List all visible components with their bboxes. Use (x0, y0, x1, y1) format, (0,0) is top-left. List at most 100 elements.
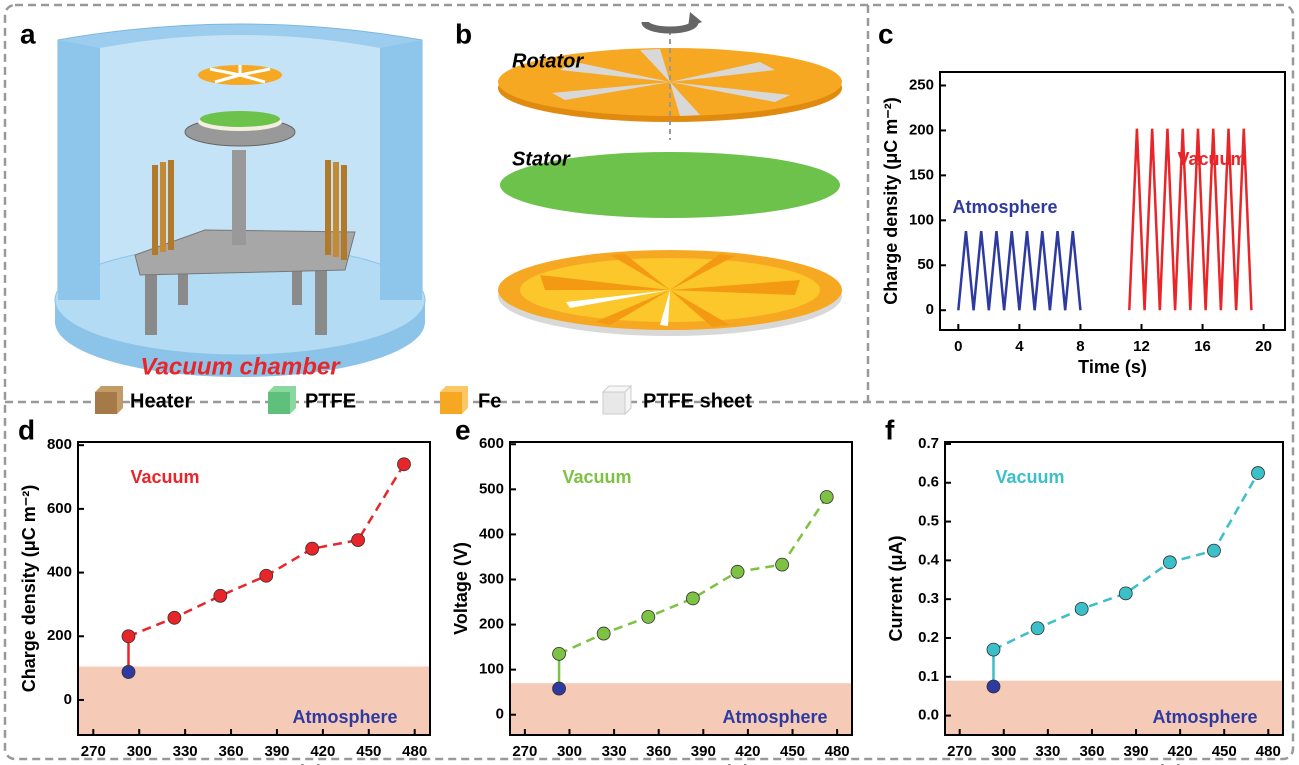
panel-label: e (455, 414, 471, 445)
x-tick-label: 16 (1194, 338, 1211, 355)
data-point (214, 589, 227, 602)
y-tick-label: 50 (917, 256, 934, 273)
y-tick-label: 400 (47, 564, 72, 581)
y-tick-label: 100 (479, 661, 504, 678)
x-axis-title: Time (s) (1078, 357, 1147, 377)
panel-label: c (878, 18, 894, 49)
x-tick-label: 450 (1212, 743, 1237, 760)
series-line (129, 464, 404, 636)
y-tick-label: 250 (909, 76, 934, 93)
series-label: Atmosphere (292, 707, 397, 727)
caption: Vacuum chamber (140, 353, 341, 380)
data-point (1163, 556, 1176, 569)
legend-label: Fe (478, 390, 501, 412)
x-tick-label: 450 (780, 743, 805, 760)
x-tick-label: 360 (646, 743, 671, 760)
y-tick-label: 200 (47, 627, 72, 644)
data-point (731, 565, 744, 578)
data-point (642, 610, 655, 623)
y-tick-label: 150 (909, 166, 934, 183)
data-point (597, 627, 610, 640)
y-tick-label: 800 (47, 436, 72, 453)
data-point (168, 611, 181, 624)
series-label: Atmosphere (722, 707, 827, 727)
x-tick-label: 480 (1256, 743, 1281, 760)
data-point (397, 458, 410, 471)
y-tick-label: 200 (909, 121, 934, 138)
legend-label: PTFE (305, 390, 356, 412)
y-tick-label: 300 (479, 570, 504, 587)
panel-label: b (455, 18, 472, 49)
panel-label: f (885, 414, 895, 445)
y-tick-label: 400 (479, 525, 504, 542)
data-point (352, 534, 365, 547)
figure: a Vacuum chamber Heater PTFE Fe PTFE she… (0, 0, 1299, 765)
part-label: Rotator (512, 50, 584, 72)
x-tick-label: 270 (512, 743, 537, 760)
x-tick-label: 300 (991, 743, 1016, 760)
x-tick-label: 270 (947, 743, 972, 760)
data-point (553, 682, 566, 695)
legend-label: Heater (130, 390, 192, 412)
y-tick-label: 0.4 (918, 551, 940, 568)
y-tick-label: 600 (47, 500, 72, 517)
x-tick-label: 450 (356, 743, 381, 760)
data-point (776, 558, 789, 571)
data-point (686, 592, 699, 605)
data-point (122, 665, 135, 678)
series-line (958, 231, 1080, 310)
x-tick-label: 12 (1133, 338, 1150, 355)
x-tick-label: 390 (1124, 743, 1149, 760)
y-tick-label: 0 (64, 691, 72, 708)
data-point (820, 490, 833, 503)
data-point (1075, 602, 1088, 615)
x-tick-label: 0 (954, 338, 962, 355)
x-tick-label: 360 (219, 743, 244, 760)
x-tick-label: 480 (825, 743, 850, 760)
x-tick-label: 330 (173, 743, 198, 760)
x-tick-label: 480 (402, 743, 427, 760)
legend-label: PTFE sheet (643, 390, 752, 412)
y-axis-title: Charge density (μC m⁻²) (19, 485, 39, 693)
x-tick-label: 8 (1076, 338, 1084, 355)
x-tick-label: 420 (310, 743, 335, 760)
x-tick-label: 300 (127, 743, 152, 760)
data-point (260, 569, 273, 582)
data-point (987, 680, 1000, 693)
series-label: Vacuum (995, 467, 1064, 487)
y-tick-label: 0 (926, 301, 934, 318)
y-tick-label: 0 (496, 706, 504, 723)
x-tick-label: 270 (81, 743, 106, 760)
x-tick-label: 4 (1015, 338, 1024, 355)
chamber-diagram (55, 24, 425, 377)
x-tick-label: 330 (1035, 743, 1060, 760)
data-point (122, 630, 135, 643)
x-tick-label: 390 (264, 743, 289, 760)
x-tick-label: 300 (557, 743, 582, 760)
y-tick-label: 0.2 (918, 629, 939, 646)
series-label: Atmosphere (1152, 707, 1257, 727)
series-label: Vacuum (562, 467, 631, 487)
y-axis-title: Charge density (μC m⁻²) (881, 97, 901, 305)
x-tick-label: 420 (735, 743, 760, 760)
x-tick-label: 360 (1079, 743, 1104, 760)
y-tick-label: 200 (479, 616, 504, 633)
series-label: Atmosphere (952, 197, 1057, 217)
series-label: Vacuum (1177, 149, 1246, 169)
data-point (1119, 587, 1132, 600)
series-label: Vacuum (130, 467, 199, 487)
y-tick-label: 0.0 (918, 707, 939, 724)
y-tick-label: 0.3 (918, 590, 939, 607)
panel-label: a (20, 18, 36, 49)
data-point (987, 643, 1000, 656)
panel-label: d (18, 414, 35, 445)
y-tick-label: 100 (909, 211, 934, 228)
y-tick-label: 500 (479, 480, 504, 497)
part-label: Stator (512, 148, 571, 170)
y-tick-label: 0.6 (918, 474, 939, 491)
y-axis-title: Voltage (V) (451, 542, 471, 635)
x-tick-label: 420 (1168, 743, 1193, 760)
x-tick-label: 390 (691, 743, 716, 760)
x-tick-label: 20 (1255, 338, 1272, 355)
data-point (306, 542, 319, 555)
